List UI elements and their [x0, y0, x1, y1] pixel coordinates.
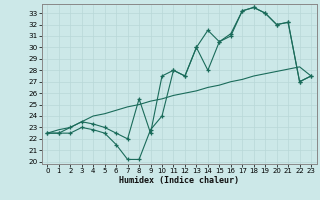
X-axis label: Humidex (Indice chaleur): Humidex (Indice chaleur)	[119, 176, 239, 185]
